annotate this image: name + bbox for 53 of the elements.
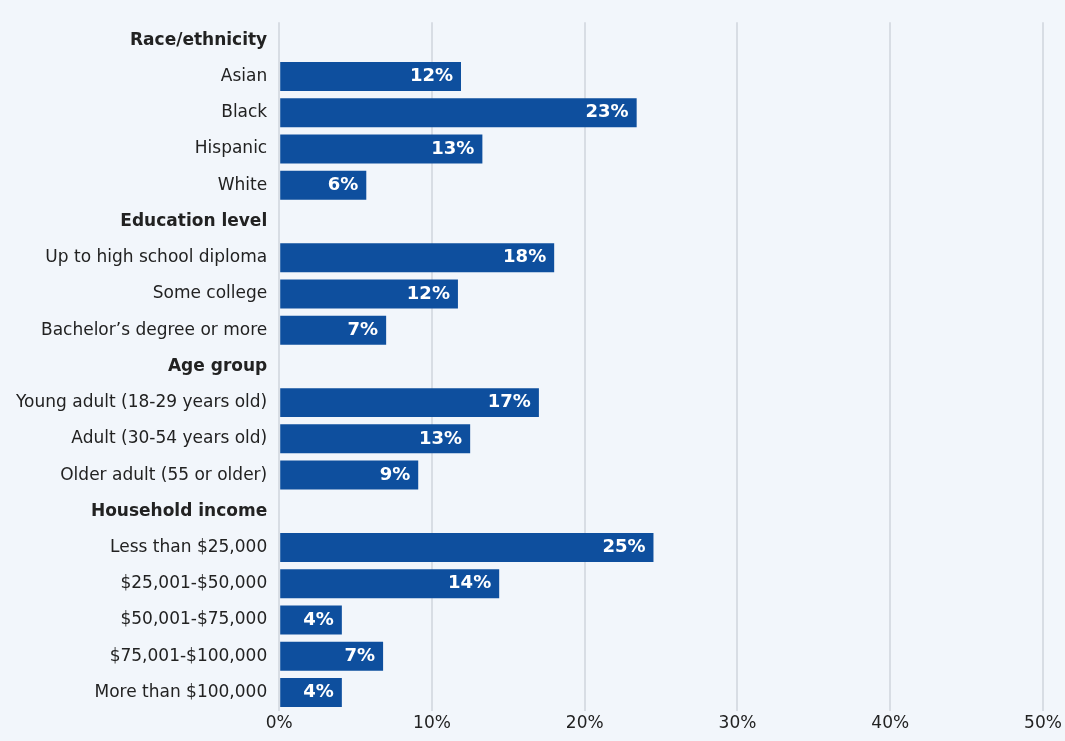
y-tick-label: Education level xyxy=(120,209,268,230)
y-tick-label: $25,001-$50,000 xyxy=(120,572,268,593)
y-tick-label: Black xyxy=(221,101,268,122)
bar xyxy=(280,533,654,563)
data-label: 13% xyxy=(431,136,475,158)
bar xyxy=(280,170,367,200)
y-tick-label: Race/ethnicity xyxy=(130,28,268,49)
data-label: 25% xyxy=(602,535,646,557)
y-tick-label: Older adult (55 or older) xyxy=(60,463,268,484)
bar xyxy=(280,315,387,345)
y-tick-label: Age group xyxy=(167,354,268,375)
data-label: 14% xyxy=(448,571,492,593)
y-tick-label: Asian xyxy=(220,64,268,85)
bar xyxy=(280,98,637,128)
data-label: 17% xyxy=(487,390,531,412)
bar xyxy=(280,641,384,671)
data-label: 18% xyxy=(503,245,547,267)
x-tick-label: 0% xyxy=(265,712,293,733)
x-tick-label: 30% xyxy=(718,712,757,733)
data-label: 7% xyxy=(344,643,376,665)
y-tick-label: $50,001-$75,000 xyxy=(120,608,268,629)
y-tick-label: Up to high school diploma xyxy=(45,246,268,267)
y-tick-label: Young adult (18-29 years old) xyxy=(15,391,268,412)
data-label: 4% xyxy=(303,680,334,702)
x-tick-label: 20% xyxy=(565,712,604,733)
y-tick-label: $75,001-$100,000 xyxy=(109,644,268,665)
data-label: 23% xyxy=(585,100,629,122)
data-label: 6% xyxy=(327,172,359,194)
bar xyxy=(280,460,419,490)
y-tick-label: Hispanic xyxy=(194,137,268,158)
bar xyxy=(280,569,500,599)
data-label: 13% xyxy=(419,426,463,448)
bar xyxy=(280,62,461,92)
y-tick-label: Some college xyxy=(152,282,268,303)
y-tick-label: Less than $25,000 xyxy=(110,535,268,556)
bar xyxy=(280,388,539,418)
data-label: 12% xyxy=(409,64,453,86)
y-tick-label: More than $100,000 xyxy=(94,680,268,701)
x-tick-label: 10% xyxy=(413,712,451,733)
x-tick-label: 50% xyxy=(1024,712,1062,733)
y-tick-label: White xyxy=(217,173,268,194)
bar xyxy=(280,279,458,309)
y-tick-label: Adult (30-54 years old) xyxy=(71,427,268,448)
x-tick-label: 40% xyxy=(871,712,910,733)
bar xyxy=(280,134,483,164)
data-label: 7% xyxy=(347,317,379,339)
data-label: 4% xyxy=(303,607,334,629)
bar xyxy=(280,243,555,273)
data-label: 9% xyxy=(379,462,411,484)
y-tick-label: Household income xyxy=(90,499,268,520)
data-label: 12% xyxy=(406,281,450,303)
y-tick-label: Bachelor’s degree or more xyxy=(40,318,268,339)
bar xyxy=(280,424,471,454)
